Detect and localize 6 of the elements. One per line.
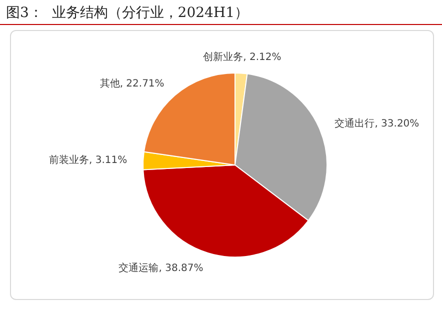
chart-title: 图3： 业务结构（分行业，2024H1）	[6, 4, 249, 22]
slice-label: 前装业务, 3.11%	[48, 154, 128, 166]
slice-label: 交通运输, 38.87%	[118, 262, 204, 274]
slice-label: 其他, 22.71%	[100, 77, 164, 90]
slice-label: 交通出行, 33.20%	[334, 117, 420, 130]
slice-label: 创新业务, 2.12%	[203, 51, 282, 64]
